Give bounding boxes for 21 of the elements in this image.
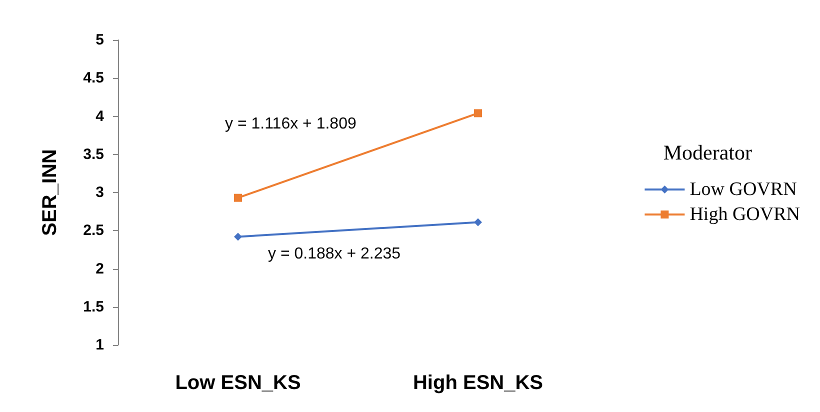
y-tick-label: 4.5	[83, 70, 104, 87]
y-tick-label: 2	[96, 260, 104, 278]
point	[474, 109, 482, 118]
annotation: y = 1.116x + 1.809	[225, 116, 356, 132]
y-axis-title: SER_INN	[39, 149, 61, 236]
x-tick-label: High ESN_KS	[412, 372, 544, 394]
legend-label: High GOVRN	[690, 204, 800, 225]
point	[474, 218, 482, 226]
y-tick-label: 1	[96, 336, 104, 354]
y-tick-label: 3	[96, 184, 104, 201]
y-tick-label: 2.5	[83, 222, 104, 240]
point	[234, 232, 242, 241]
y-tick-label: 3.5	[83, 146, 104, 163]
y-tick-label: 5	[96, 32, 104, 48]
legend-label: Low GOVRN	[690, 179, 798, 200]
legend-title: Moderator	[663, 140, 752, 164]
x-tick-label: Low ESN_KS	[175, 372, 301, 394]
y-tick-label: 1.5	[83, 298, 104, 316]
y-tick-label: 4	[96, 108, 105, 125]
annotation: y = 0.188x + 2.235	[268, 246, 401, 262]
point	[234, 194, 242, 202]
